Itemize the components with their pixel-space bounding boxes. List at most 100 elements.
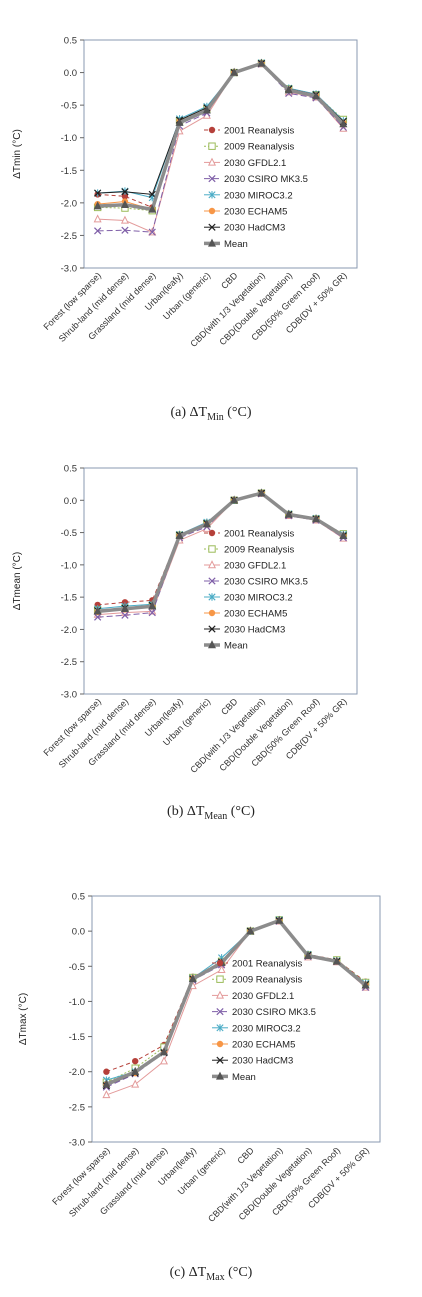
data-point <box>159 1056 169 1065</box>
y-tick-label: 0.0 <box>64 496 77 507</box>
legend-label: Mean <box>224 641 248 652</box>
data-point <box>246 926 255 935</box>
data-point <box>217 964 226 973</box>
data-point <box>175 530 184 539</box>
data-point <box>275 915 284 924</box>
legend-label: 2030 ECHAM5 <box>224 609 287 620</box>
y-tick-label: -2.0 <box>61 198 77 209</box>
x-tick-label: CBD <box>219 696 240 717</box>
data-point <box>120 215 129 224</box>
data-point <box>339 119 348 128</box>
panel-b: 0.5 0.0 -0.5 -1.0 -1.5 -2.0 -2.5 -3.0 ΔTmean (°C… <box>0 432 422 862</box>
series-6 <box>94 59 347 199</box>
y-tick-label: -2.0 <box>69 1067 85 1078</box>
data-point <box>93 201 102 210</box>
y-tick-label: -3.0 <box>61 690 77 701</box>
legend-label: 2030 GFDL2.1 <box>224 158 286 169</box>
data-point <box>121 188 129 196</box>
legend-label: 2030 MIROC3.2 <box>224 190 293 201</box>
x-tick-label: CBD <box>219 270 240 291</box>
y-tick-label: -0.5 <box>61 528 77 539</box>
y-axis-label: ΔTmax (°C) <box>18 993 29 1045</box>
plot-area <box>83 39 358 269</box>
legend-label: 2001 Reanalysis <box>224 529 294 540</box>
legend-marker <box>216 1040 224 1048</box>
y-tick-label: 0.5 <box>64 36 77 47</box>
legend-marker <box>208 545 216 553</box>
legend-label: 2009 Reanalysis <box>232 975 302 986</box>
y-tick-label: 0.5 <box>64 464 77 475</box>
series-line <box>97 491 345 614</box>
y-tick-label: -1.5 <box>69 1032 85 1043</box>
legend-label: 2009 Reanalysis <box>224 142 294 153</box>
series-7 <box>102 915 370 1088</box>
y-tick-label: -1.5 <box>61 166 77 177</box>
legend-label: 2030 CSIRO MK3.5 <box>224 174 308 185</box>
series-5 <box>94 489 347 616</box>
legend-label: 2030 HadCM3 <box>224 223 285 234</box>
data-point <box>303 950 313 959</box>
legend-label: 2030 HadCM3 <box>224 625 285 636</box>
data-point <box>148 609 156 617</box>
legend-marker <box>208 577 216 585</box>
y-tick-label: -1.0 <box>61 133 77 144</box>
data-point <box>94 189 102 197</box>
legend: 2001 Reanalysis 2009 Reanalysis 2030 GFDL2… <box>204 126 308 250</box>
data-point <box>188 974 197 983</box>
legend-marker <box>215 990 225 999</box>
data-point <box>230 495 239 504</box>
legend-marker <box>216 959 224 967</box>
data-point <box>312 91 321 100</box>
data-point <box>202 105 211 114</box>
legend-marker <box>208 142 216 150</box>
legend-marker <box>207 238 217 247</box>
legend-label: 2030 GFDL2.1 <box>232 991 294 1002</box>
data-point <box>121 611 129 619</box>
series-line <box>105 918 367 1086</box>
data-point <box>284 85 293 94</box>
legend-label: 2030 CSIRO MK3.5 <box>224 577 308 588</box>
series-line <box>97 62 344 210</box>
data-point <box>332 956 341 965</box>
data-point <box>361 980 370 989</box>
data-point <box>132 1057 139 1065</box>
y-tick-label: -1.5 <box>61 593 77 604</box>
chart-b: 0.5 0.0 -0.5 -1.0 -1.5 -2.0 -2.5 -3.0 ΔTmean (°C… <box>12 464 358 775</box>
data-point <box>257 58 266 67</box>
series-0 <box>94 489 347 609</box>
legend-marker <box>216 1007 224 1016</box>
legend-marker <box>216 1024 224 1032</box>
y-tick-label: 0.0 <box>64 68 77 79</box>
series-line <box>97 61 345 212</box>
legend: 2001 Reanalysis 2009 Reanalysis 2030 GFDL2… <box>204 529 308 652</box>
legend-label: 2030 ECHAM5 <box>224 207 287 218</box>
data-point <box>148 190 156 199</box>
legend-label: 2030 HadCM3 <box>232 1056 293 1067</box>
legend-label: 2030 MIROC3.2 <box>224 593 293 604</box>
data-point <box>202 519 211 528</box>
data-point <box>102 1090 111 1099</box>
data-point <box>175 117 184 126</box>
series-line <box>97 62 344 209</box>
series-2 <box>93 59 348 236</box>
legend-marker <box>216 1056 224 1064</box>
y-axis-label: ΔTmin (°C) <box>12 129 23 179</box>
legend-label: Mean <box>224 239 248 250</box>
data-point <box>339 530 348 539</box>
data-point <box>284 509 293 518</box>
plot-area <box>83 467 358 695</box>
series-6 <box>94 489 347 615</box>
data-point <box>93 214 102 223</box>
y-tick-label: -2.5 <box>61 657 77 668</box>
legend-marker <box>208 191 216 199</box>
legend-label: 2009 Reanalysis <box>224 545 294 556</box>
data-point <box>94 613 102 621</box>
x-tick-label: Urban (generic) <box>161 270 212 321</box>
series-7 <box>93 58 348 213</box>
legend-label: 2030 CSIRO MK3.5 <box>232 1007 316 1018</box>
series-line <box>97 62 344 212</box>
series-4 <box>94 59 347 202</box>
data-point <box>94 227 102 235</box>
series-1 <box>93 489 348 614</box>
x-tick-label: CBD <box>235 1145 256 1166</box>
